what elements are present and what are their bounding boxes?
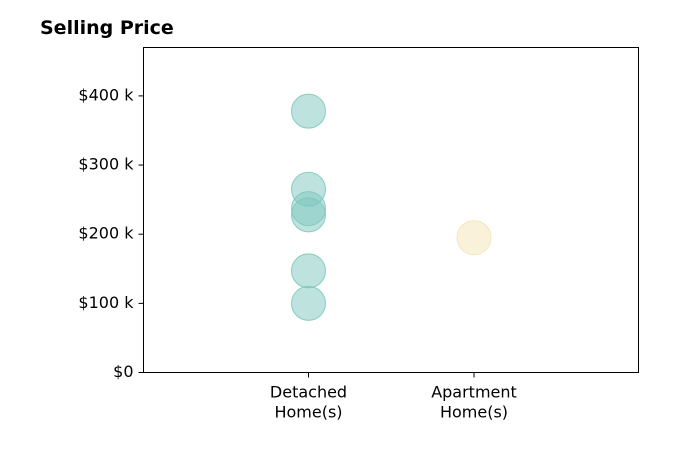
data-point [456,220,492,256]
y-tick-label: $300 k [78,155,134,174]
plot-area [143,47,639,373]
y-tick-label: $0 [113,362,133,381]
data-point [291,253,326,289]
x-tick-label: Apartment [431,383,517,402]
x-tick-label: Home(s) [274,403,342,422]
y-tick-label: $200 k [78,224,134,243]
data-points [291,93,492,321]
y-tick-label: $100 k [78,293,134,312]
data-point [291,93,326,129]
x-tick-label: Detached [270,383,347,402]
chart-title: Selling Price [40,17,174,39]
x-tick-label: Home(s) [440,403,508,422]
data-point [291,197,326,233]
plot-frame [143,47,639,373]
data-point [291,285,326,321]
y-tick-label: $400 k [78,85,134,104]
y-axis: $0 $100 k $200 k $300 k $400 k [78,85,144,381]
